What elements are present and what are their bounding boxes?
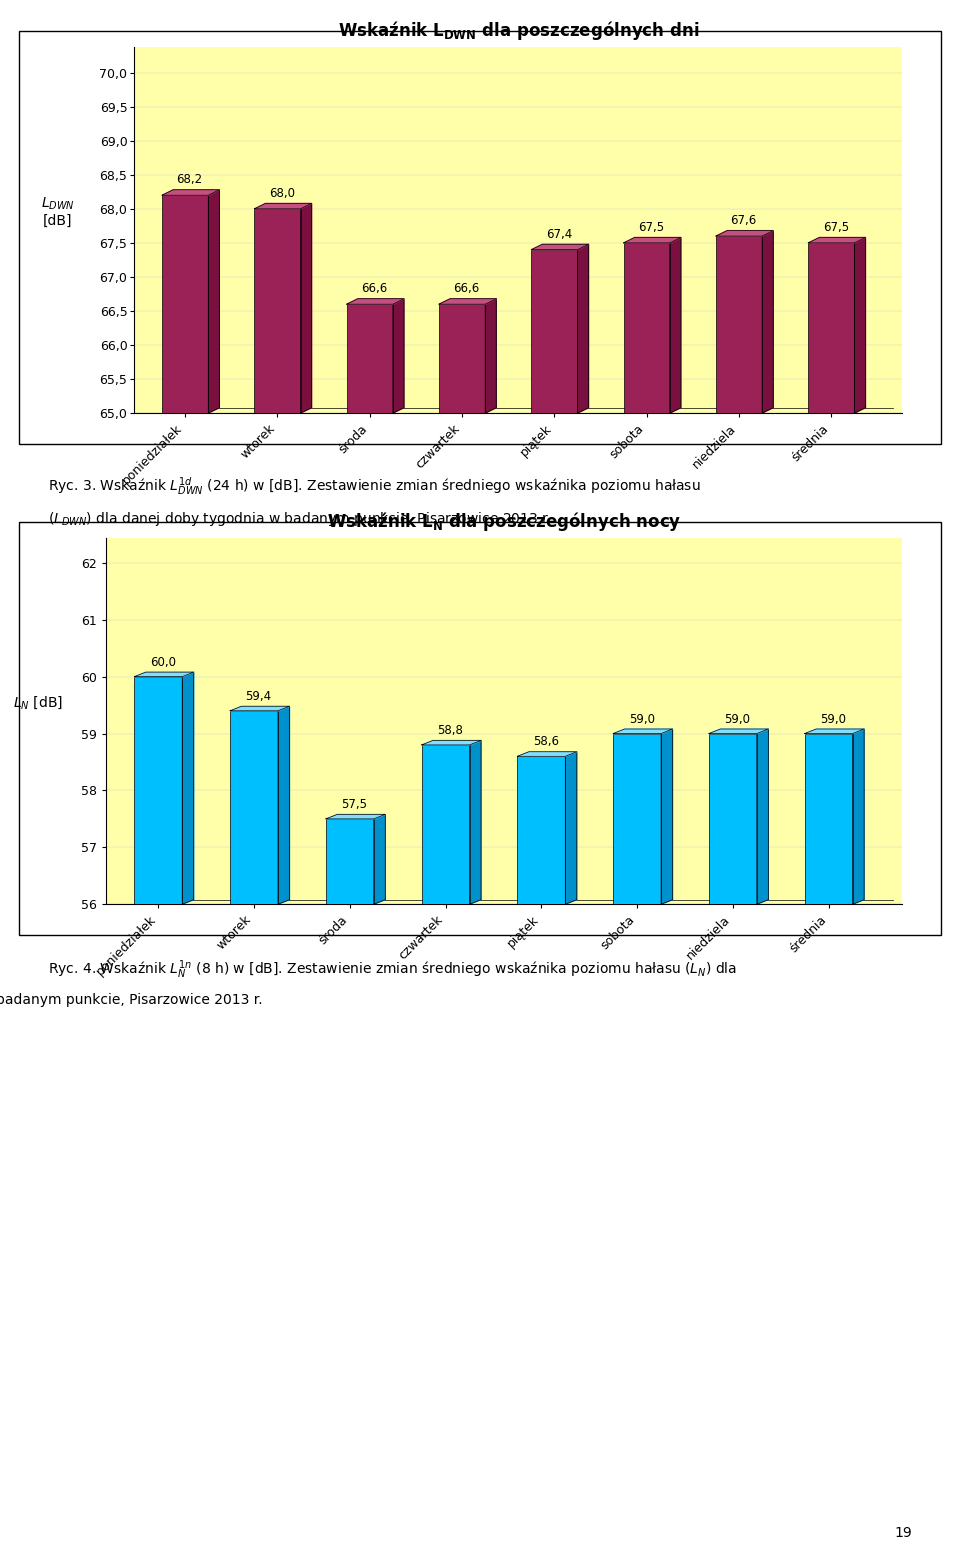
- Text: $L_{DWN}$
[dB]: $L_{DWN}$ [dB]: [40, 195, 75, 228]
- Polygon shape: [624, 237, 681, 243]
- Text: 57,5: 57,5: [342, 798, 368, 811]
- Bar: [804, 734, 852, 904]
- Text: 59,4: 59,4: [246, 689, 272, 703]
- Polygon shape: [347, 299, 404, 304]
- Text: Ryc. 4. Wskaźnik $L_N^{1n}$ (8 h) w [dB]. Zestawienie zmian średniego wskaźnika : Ryc. 4. Wskaźnik $L_N^{1n}$ (8 h) w [dB]…: [48, 959, 737, 981]
- Polygon shape: [531, 245, 588, 249]
- Text: 67,6: 67,6: [731, 214, 756, 228]
- Text: 19: 19: [895, 1526, 912, 1540]
- Text: 68,2: 68,2: [177, 173, 203, 187]
- Polygon shape: [852, 730, 864, 904]
- Polygon shape: [517, 751, 577, 756]
- Bar: [517, 756, 565, 904]
- Polygon shape: [578, 245, 588, 413]
- Text: $L_N$ [dB]: $L_N$ [dB]: [12, 694, 62, 711]
- Bar: [531, 249, 578, 413]
- Polygon shape: [421, 741, 481, 745]
- Polygon shape: [278, 706, 290, 904]
- Bar: [162, 195, 208, 413]
- Bar: [134, 677, 182, 904]
- Text: 58,6: 58,6: [533, 736, 559, 748]
- Polygon shape: [254, 203, 312, 209]
- Title: Wskaźnik $\mathbf{L_N}$ dla poszczególnych nocy: Wskaźnik $\mathbf{L_N}$ dla poszczególny…: [326, 510, 682, 533]
- Bar: [230, 711, 278, 904]
- Polygon shape: [485, 299, 496, 413]
- Bar: [421, 745, 469, 904]
- Polygon shape: [230, 706, 290, 711]
- Polygon shape: [162, 190, 219, 195]
- Polygon shape: [762, 231, 773, 413]
- Polygon shape: [469, 741, 481, 904]
- Polygon shape: [325, 814, 385, 818]
- Polygon shape: [613, 730, 673, 734]
- Bar: [347, 304, 393, 413]
- Polygon shape: [373, 814, 385, 904]
- Text: 67,5: 67,5: [823, 221, 849, 234]
- Title: Wskaźnik $\mathbf{L_{DWN}}$ dla poszczególnych dni: Wskaźnik $\mathbf{L_{DWN}}$ dla poszczeg…: [338, 19, 699, 42]
- Text: 59,0: 59,0: [725, 712, 751, 725]
- Polygon shape: [182, 672, 194, 904]
- Polygon shape: [804, 730, 864, 734]
- Polygon shape: [708, 730, 768, 734]
- Text: 58,8: 58,8: [437, 723, 463, 737]
- Bar: [613, 734, 661, 904]
- Polygon shape: [300, 203, 312, 413]
- Bar: [439, 304, 485, 413]
- Text: 67,5: 67,5: [638, 221, 664, 234]
- Polygon shape: [393, 299, 404, 413]
- Polygon shape: [439, 299, 496, 304]
- Text: 59,0: 59,0: [820, 712, 847, 725]
- Text: 60,0: 60,0: [150, 656, 176, 669]
- Polygon shape: [808, 237, 866, 243]
- Text: 68,0: 68,0: [269, 187, 295, 200]
- Polygon shape: [661, 730, 673, 904]
- Text: 59,0: 59,0: [629, 712, 655, 725]
- Polygon shape: [134, 672, 194, 677]
- Polygon shape: [756, 730, 768, 904]
- Bar: [254, 209, 300, 413]
- Text: danej nocy tygodnia w badanym punkcie, Pisarzowice 2013 r.: danej nocy tygodnia w badanym punkcie, P…: [0, 993, 262, 1007]
- Bar: [808, 243, 854, 413]
- Polygon shape: [854, 237, 866, 413]
- Text: Ryc. 3. Wskaźnik $L_{DWN}^{1d}$ (24 h) w [dB]. Zestawienie zmian średniego wskaź: Ryc. 3. Wskaźnik $L_{DWN}^{1d}$ (24 h) w…: [48, 475, 701, 497]
- Text: ($L_{DWN}$) dla danej doby tygodnia w badanym punkcie, Pisarzowice 2013 r.: ($L_{DWN}$) dla danej doby tygodnia w ba…: [48, 510, 552, 529]
- Polygon shape: [208, 190, 219, 413]
- Polygon shape: [716, 231, 773, 235]
- Text: 66,6: 66,6: [361, 282, 387, 295]
- Bar: [325, 818, 373, 904]
- Polygon shape: [670, 237, 681, 413]
- Text: 66,6: 66,6: [453, 282, 480, 295]
- Polygon shape: [565, 751, 577, 904]
- Bar: [716, 235, 762, 413]
- Text: 67,4: 67,4: [545, 228, 572, 240]
- Bar: [708, 734, 756, 904]
- Bar: [624, 243, 670, 413]
